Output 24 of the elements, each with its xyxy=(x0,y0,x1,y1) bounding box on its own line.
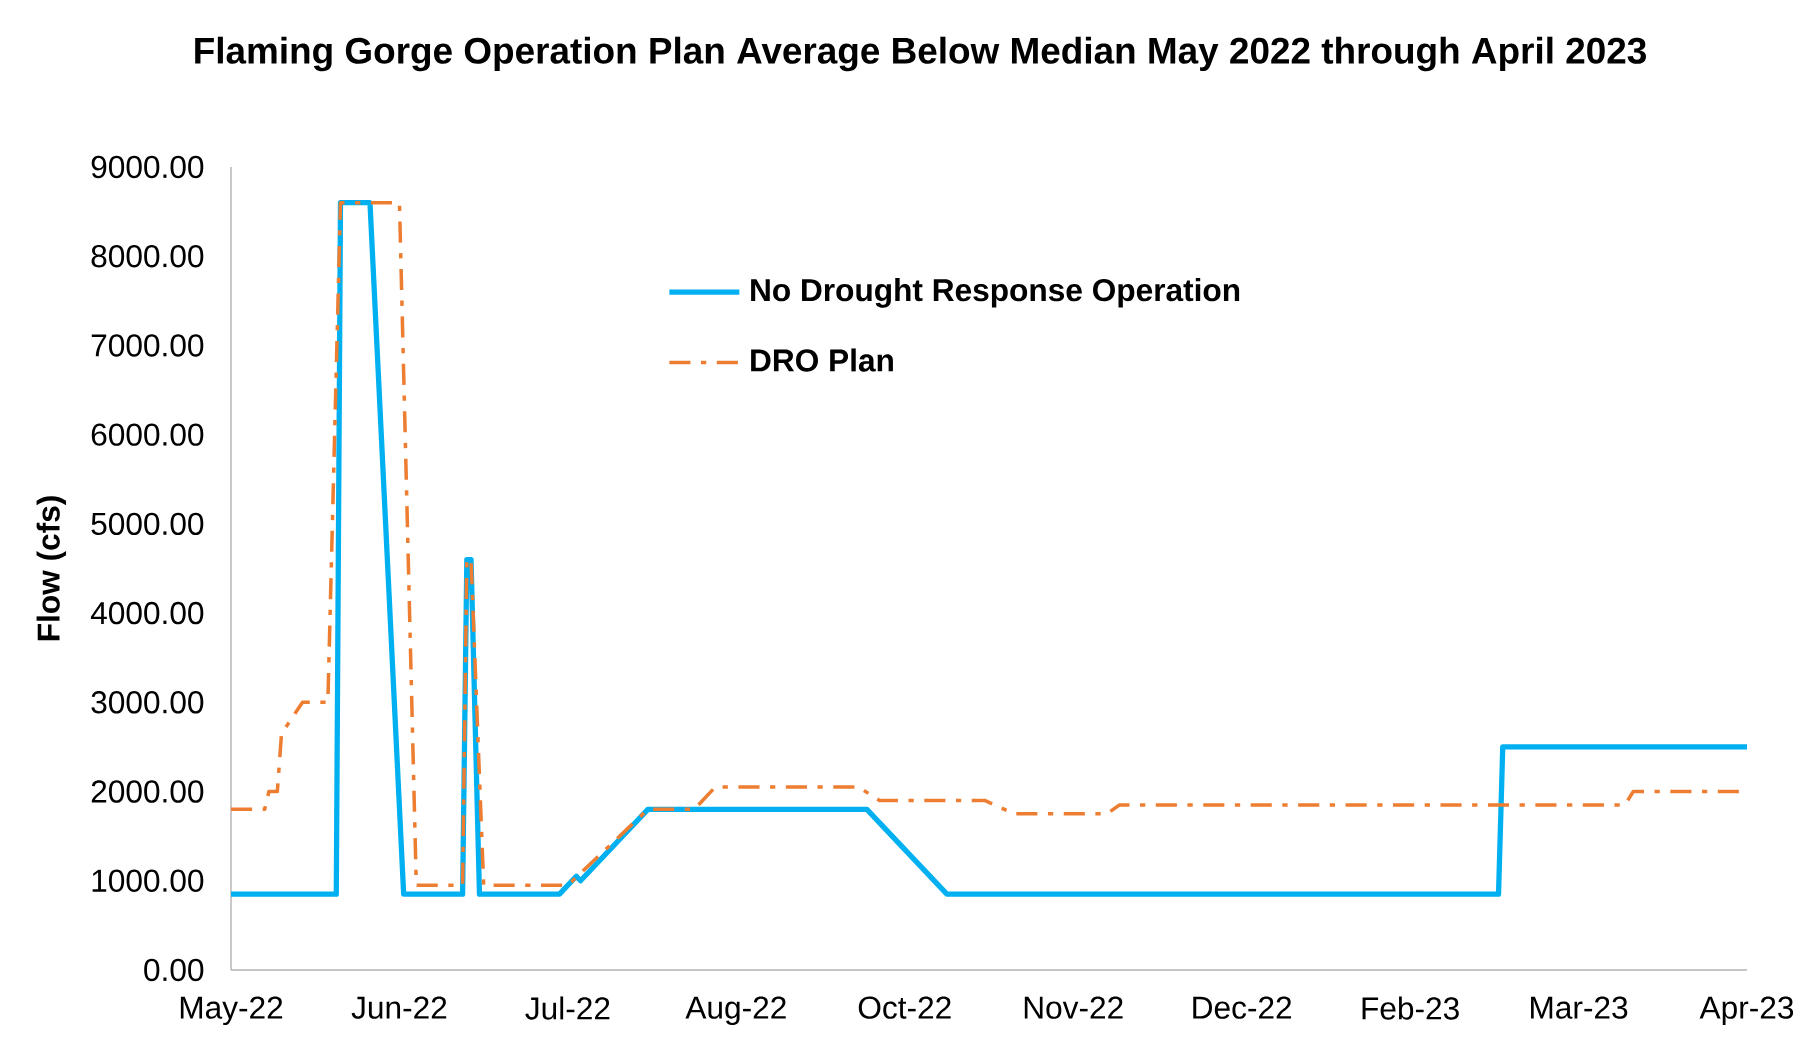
y-tick-label: 8000.00 xyxy=(91,244,204,268)
x-tick-label: Mar-23 xyxy=(1531,996,1628,1019)
y-axis-title: Flow (cfs) xyxy=(36,496,67,641)
chart-title: Flaming Gorge Operation Plan Average Below Median May 2022 through April 2023 xyxy=(195,36,1646,72)
legend-label: No Drought Response Operation xyxy=(751,278,1240,308)
x-tick-label: Jul-22 xyxy=(525,996,610,1020)
y-tick-label: 7000.00 xyxy=(91,334,204,357)
y-tick-label: 6000.00 xyxy=(91,423,204,446)
y-tick-label: 0.00 xyxy=(144,958,204,982)
x-tick-label: Nov-22 xyxy=(1024,996,1123,1019)
x-tick-label: Aug-22 xyxy=(685,996,786,1026)
y-tick-label: 1000.00 xyxy=(92,869,204,892)
y-tick-label: 3000.00 xyxy=(91,691,204,714)
legend-label: DRO Plan xyxy=(751,348,893,372)
x-tick-label: Apr-23 xyxy=(1699,996,1794,1026)
y-tick-label: 2000.00 xyxy=(91,780,204,803)
y-tick-label: 5000.00 xyxy=(91,512,204,536)
y-tick-label: 9000.00 xyxy=(91,155,204,179)
x-tick-label: Feb-23 xyxy=(1362,996,1459,1020)
x-tick-label: Jun-22 xyxy=(351,996,447,1019)
x-tick-label: Dec-22 xyxy=(1193,996,1292,1019)
x-tick-label: May-22 xyxy=(180,996,283,1026)
y-tick-label: 4000.00 xyxy=(90,601,204,625)
x-tick-label: Oct-22 xyxy=(858,996,951,1019)
